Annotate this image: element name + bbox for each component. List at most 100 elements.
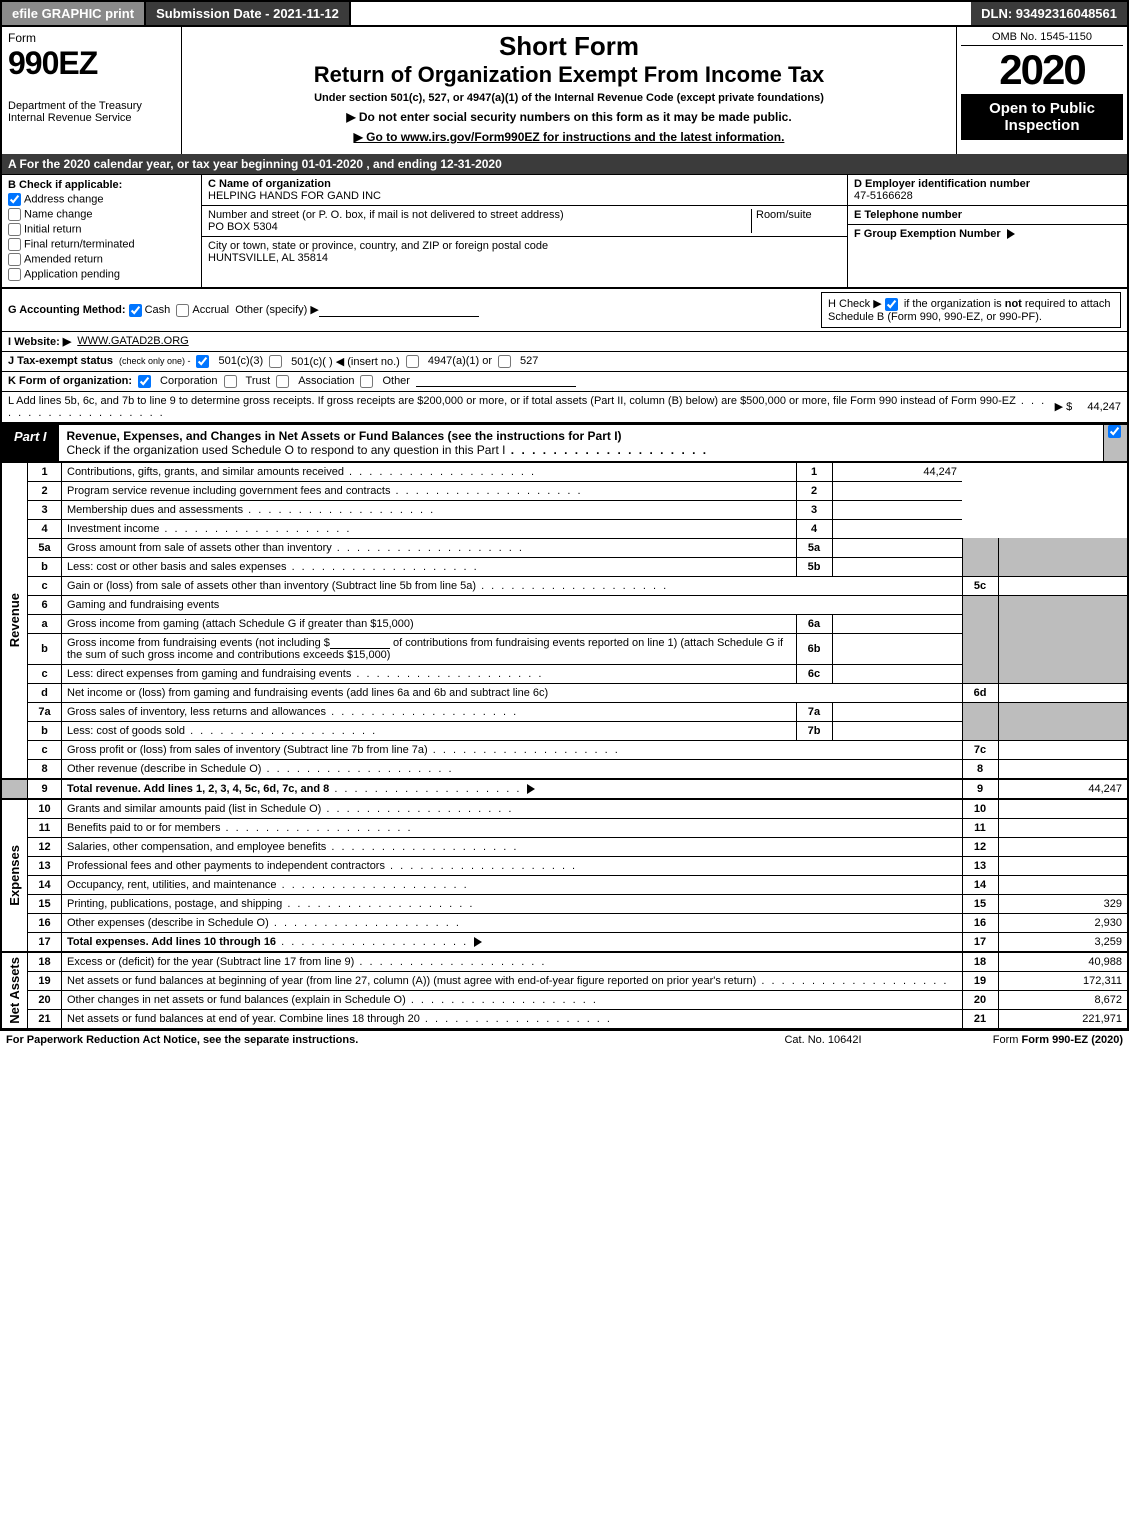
chk-address-change[interactable]: Address change [8,193,195,206]
lbl-501c3: 501(c)(3) [218,355,263,367]
chk-assoc[interactable] [276,375,289,388]
section-501-text: Under section 501(c), 527, or 4947(a)(1)… [188,92,950,104]
row-city: City or town, state or province, country… [202,237,847,267]
line-2: 2Program service revenue including gover… [1,481,1128,500]
chk-name-change[interactable]: Name change [8,208,195,221]
line-6b-ival [832,633,962,664]
f-label: F Group Exemption Number [854,228,1001,240]
chk-final-return[interactable]: Final return/terminated [8,238,195,251]
line-4-num: 4 [28,519,62,538]
lbl-other-org: Other [382,375,410,387]
line-18-ref: 18 [962,952,998,972]
other-specify-field[interactable] [319,305,479,317]
line-5b-ival [832,557,962,576]
other-specify-label: Other (specify) ▶ [235,304,319,316]
chk-4947[interactable] [406,355,419,368]
line-3-num: 3 [28,500,62,519]
line-19-num: 19 [28,971,62,990]
lbl-501c: 501(c)( ) ◀ (insert no.) [291,355,400,368]
line-17: 17Total expenses. Add lines 10 through 1… [1,932,1128,952]
lbl-trust: Trust [246,375,271,387]
arrow-icon [1007,229,1015,239]
efile-print-button[interactable]: efile GRAPHIC print [2,2,146,25]
line-6c-ival [832,664,962,683]
line-5b-desc: Less: cost or other basis and sales expe… [67,561,287,573]
line-4-desc: Investment income [67,523,159,535]
dots-icon [220,822,412,834]
dots-icon [326,706,518,718]
dots-icon [428,744,620,756]
line-12-amt [998,837,1128,856]
line-11-num: 11 [28,818,62,837]
line-4-ref: 4 [796,519,832,538]
form-number: 990EZ [8,45,175,82]
line-5c-num: c [28,576,62,595]
side-expenses: Expenses [7,845,22,906]
website-link[interactable]: WWW.GATAD2B.ORG [77,335,188,347]
line-15-ref: 15 [962,894,998,913]
line-5c: c Gain or (loss) from sale of assets othe… [1,576,1128,595]
chk-cash[interactable] [129,304,142,317]
line-7b-ival [832,721,962,740]
line-3-amt [832,500,962,519]
top-bar: efile GRAPHIC print Submission Date - 20… [0,0,1129,27]
line-13-ref: 13 [962,856,998,875]
h-not: not [1005,298,1022,310]
line-7a-ival [832,702,962,721]
chk-501c3[interactable] [196,355,209,368]
line-19-amt: 172,311 [998,971,1128,990]
line-12-desc: Salaries, other compensation, and employ… [67,841,326,853]
side-netassets: Net Assets [7,957,22,1024]
dots-icon [505,443,708,457]
line-6-num: 6 [28,595,62,614]
chk-trust[interactable] [224,375,237,388]
line-1: Revenue 1 Contributions, gifts, grants, … [1,463,1128,482]
line-18-num: 18 [28,952,62,972]
chk-name-change-label: Name change [24,208,93,220]
chk-527[interactable] [498,355,511,368]
short-form-title: Short Form [188,31,950,62]
line-4: 4 Investment income 4 [1,519,1128,538]
row-org-name: C Name of organization HELPING HANDS FOR… [202,175,847,206]
part-1-check[interactable] [1103,425,1127,461]
goto-link-text[interactable]: ▶ Go to www.irs.gov/Form990EZ for instru… [354,130,785,144]
line-10: Expenses 10Grants and similar amounts pa… [1,799,1128,819]
line-16-amt: 2,930 [998,913,1128,932]
chk-amended[interactable]: Amended return [8,253,195,266]
chk-other-org[interactable] [360,375,373,388]
goto-link[interactable]: ▶ Go to www.irs.gov/Form990EZ for instru… [188,130,950,144]
footer-mid: Cat. No. 10642I [723,1034,923,1046]
line-5c-desc: Gain or (loss) from sale of assets other… [67,580,476,592]
line-21-ref: 21 [962,1009,998,1029]
row-phone: E Telephone number [848,206,1127,225]
line-17-num: 17 [28,932,62,952]
line-13-amt [998,856,1128,875]
e-label: E Telephone number [854,209,1121,221]
other-org-field[interactable] [416,375,576,387]
chk-501c[interactable] [269,355,282,368]
i-label: I Website: ▶ [8,335,71,348]
side-revenue: Revenue [7,593,22,647]
l-arrow: ▶ $ [1055,400,1073,413]
line-14-amt [998,875,1128,894]
chk-corp[interactable] [138,375,151,388]
header-mid: Short Form Return of Organization Exempt… [182,27,957,154]
chk-final-return-label: Final return/terminated [24,238,135,250]
chk-app-pending[interactable]: Application pending [8,268,195,281]
row-i: I Website: ▶ WWW.GATAD2B.ORG [0,332,1129,352]
chk-initial-return[interactable]: Initial return [8,223,195,236]
chk-h[interactable] [885,298,898,311]
line-5a-ival [832,538,962,557]
line-6b-blank[interactable] [330,637,390,649]
line-20-num: 20 [28,990,62,1009]
row-street: Number and street (or P. O. box, if mail… [202,206,847,237]
line-15-desc: Printing, publications, postage, and shi… [67,898,282,910]
line-12: 12Salaries, other compensation, and empl… [1,837,1128,856]
box-b-title: B Check if applicable: [8,179,195,191]
line-6a: aGross income from gaming (attach Schedu… [1,614,1128,633]
dots-icon [354,956,546,968]
submission-date-button[interactable]: Submission Date - 2021-11-12 [146,2,351,25]
g-label: G Accounting Method: [8,304,126,316]
dots-icon [277,879,469,891]
chk-accrual[interactable] [176,304,189,317]
